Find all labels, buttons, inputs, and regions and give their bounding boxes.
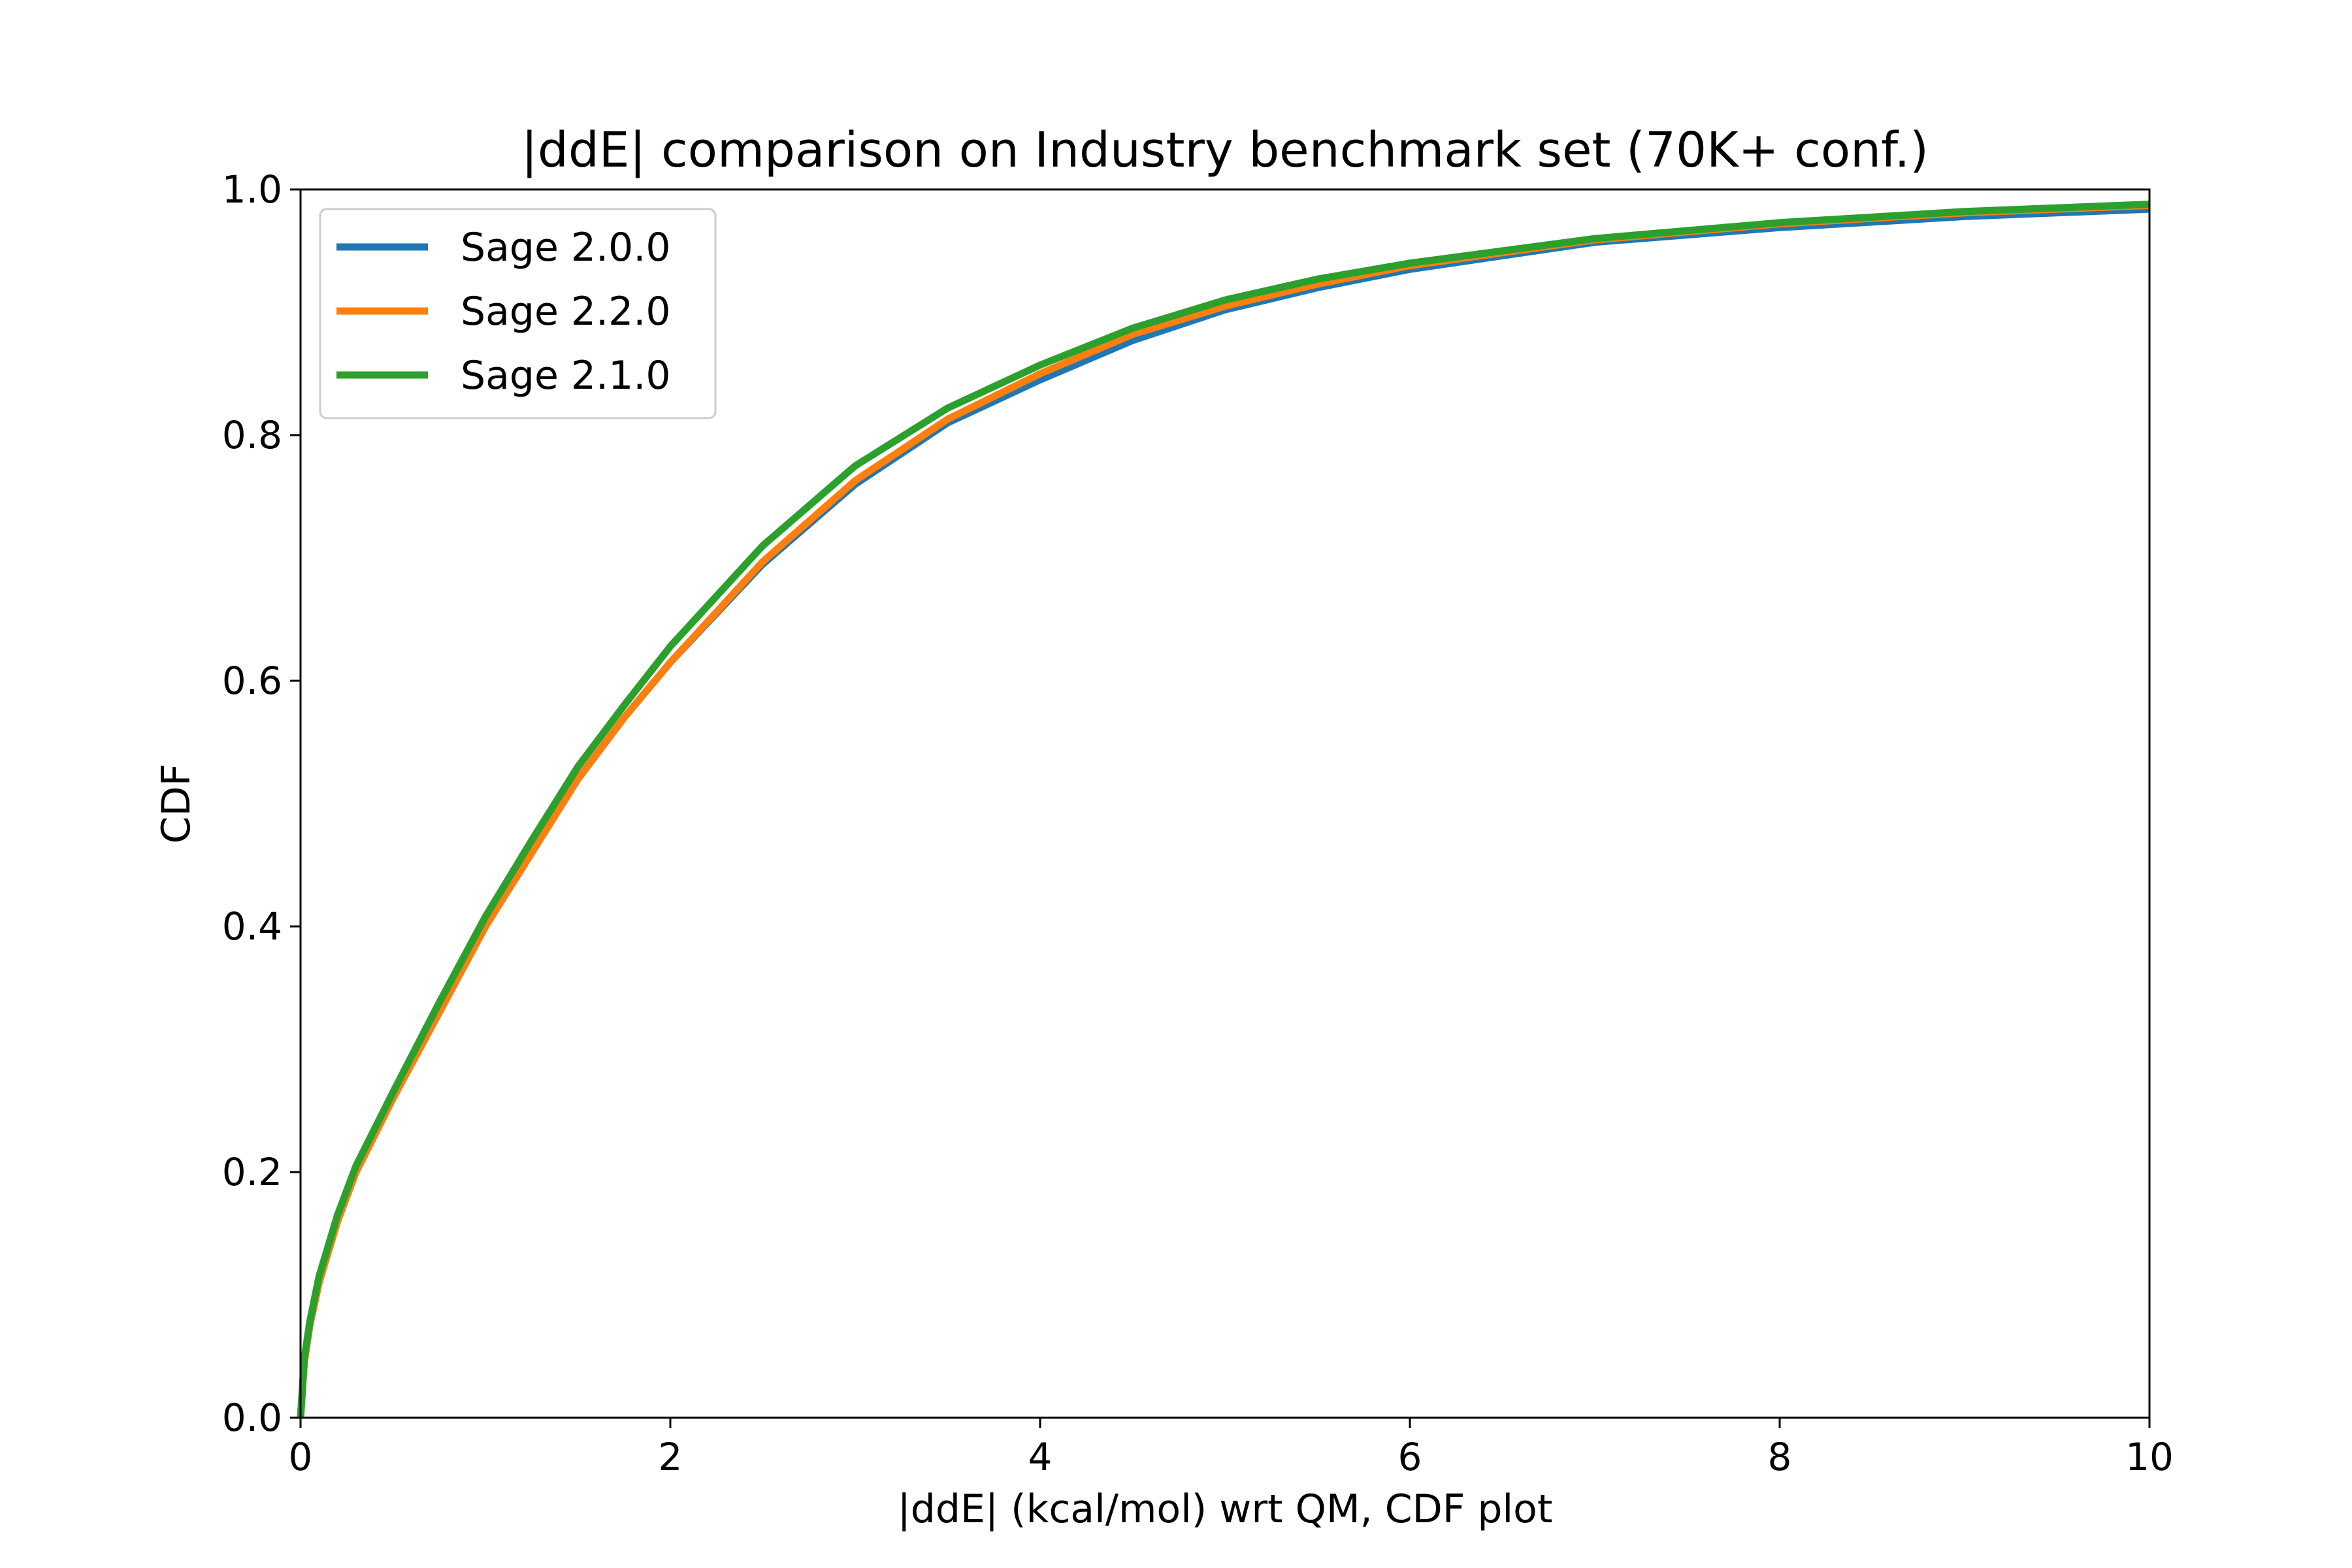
x-axis-label: |ddE| (kcal/mol) wrt QM, CDF plot — [898, 1486, 1553, 1532]
chart-title: |ddE| comparison on Industry benchmark s… — [521, 122, 1929, 178]
legend-label: Sage 2.0.0 — [461, 225, 671, 270]
x-axis: 0 2 4 6 8 10 — [289, 1418, 2174, 1479]
axes-frame — [299, 188, 2151, 1419]
legend-frame — [319, 208, 717, 419]
y-axis: 0.0 0.2 0.4 0.6 0.8 1.0 — [222, 167, 301, 1440]
y-tick-label: 0.0 — [222, 1396, 282, 1440]
y-tick-label: 1.0 — [222, 167, 282, 212]
series-line-3 — [297, 201, 2150, 1418]
legend-label: Sage 2.2.0 — [461, 289, 671, 335]
legend: Sage 2.0.0 Sage 2.2.0 Sage 2.1.0 — [319, 208, 717, 419]
x-tick-label: 2 — [659, 1435, 683, 1479]
legend-items: Sage 2.0.0 Sage 2.2.0 Sage 2.1.0 — [336, 225, 671, 399]
y-axis-label: CDF — [154, 764, 199, 844]
x-tick-label: 0 — [289, 1435, 313, 1479]
y-tick-label: 0.6 — [222, 659, 282, 703]
x-tick-label: 6 — [1398, 1435, 1422, 1479]
series-layer — [297, 201, 2150, 1418]
x-tick-label: 4 — [1028, 1435, 1053, 1479]
y-tick-label: 0.2 — [222, 1150, 282, 1194]
y-tick-label: 0.4 — [222, 904, 282, 949]
x-tick-label: 10 — [2125, 1435, 2174, 1479]
y-tick-label: 0.8 — [222, 413, 282, 457]
x-tick-label: 8 — [1768, 1435, 1792, 1479]
legend-label: Sage 2.1.0 — [461, 353, 671, 399]
